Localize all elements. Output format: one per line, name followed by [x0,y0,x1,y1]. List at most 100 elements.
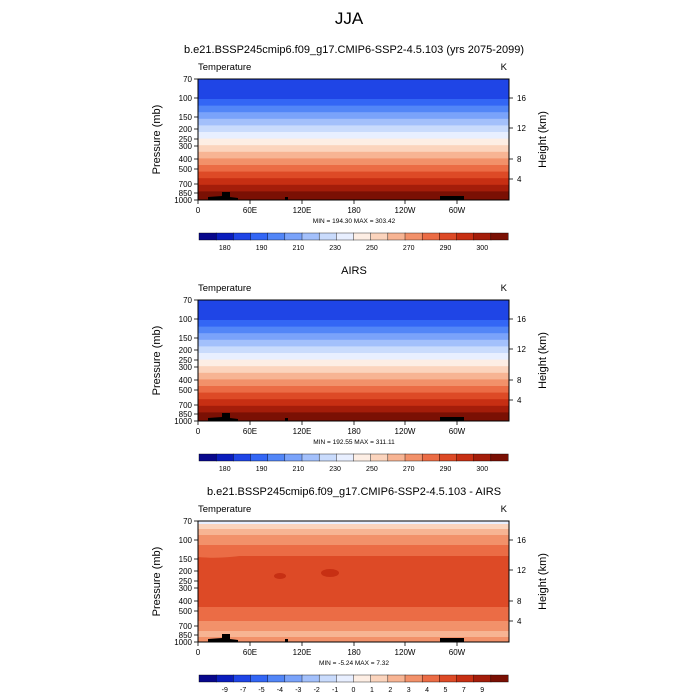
contour-band [198,637,509,643]
contour-band [198,151,509,159]
contour-band [198,353,509,361]
y-right-tick-label: 4 [517,175,522,184]
units-label: K [501,62,508,73]
colorbar-label: 0 [352,687,356,694]
y-right-tick-label: 4 [517,617,522,626]
colorbar-box [473,674,492,683]
colorbar-label: 290 [440,466,452,473]
y-axis-label: Pressure (mb) [151,547,163,617]
y-tick-label: 70 [183,517,192,526]
colorbar-box [370,453,389,462]
x-tick-label: 120W [395,427,416,436]
colorbar-box [198,453,217,462]
contour-band [198,339,509,347]
terrain-mask [208,413,238,421]
colorbar: 180 190 210 230 250 270 290 300 [198,232,509,252]
colorbar-box [387,674,406,683]
contour-band [198,556,509,608]
contour-band [198,524,509,530]
y-tick-label: 70 [183,296,192,305]
colorbar-label: 250 [366,245,378,252]
colorbar-label: 1 [370,687,374,694]
plot-border [197,520,510,643]
y-tick-label: 400 [179,155,193,164]
colorbar-box [456,453,475,462]
colorbar-box [490,453,509,462]
plot-area [197,520,510,643]
x-tick-label: 0 [196,648,201,657]
x-tick-label: 60W [449,648,466,657]
colorbar-box [404,453,423,462]
colorbar-box [421,674,440,683]
terrain-mask [208,634,238,642]
colorbar-label: 5 [444,687,448,694]
minmax-label: MIN = 194.30 MAX = 303.42 [313,218,396,225]
contour-band [198,379,509,387]
contour-band [198,125,509,133]
contour-band [198,631,509,638]
y-tick-label: 1000 [174,638,192,647]
colorbar-box [490,674,509,683]
y-axis-label: Pressure (mb) [151,105,163,175]
colorbar-label: -4 [277,687,283,694]
contour-band [198,112,509,120]
variable-label: Temperature [198,62,251,73]
colorbar-box [215,674,234,683]
y-tick-label: 200 [179,567,193,576]
contour-band [198,366,509,374]
contour-band [198,118,509,126]
colorbar-box [387,232,406,241]
colorbar-box [250,453,269,462]
y-axis-label: Pressure (mb) [151,326,163,396]
y-right-tick-label: 12 [517,566,526,575]
colorbar-box [301,453,320,462]
colorbar-label: -9 [222,687,228,694]
colorbar-box [250,674,269,683]
contour-band [198,105,509,113]
x-tick-label: 60E [243,648,257,657]
colorbar-label: 190 [256,245,268,252]
y-right-tick-label: 8 [517,597,522,606]
colorbar-box [404,232,423,241]
colorbar-box [267,232,286,241]
contour-band [198,392,509,400]
colorbar-label: 210 [292,466,304,473]
terrain-mask [440,638,464,642]
x-tick-label: 60W [449,206,466,215]
contour-band [198,79,509,100]
contour-band [198,300,509,321]
x-tick-label: 120E [293,427,312,436]
colorbar-box [421,232,440,241]
colorbar-label: -7 [240,687,246,694]
x-tick-label: 120E [293,206,312,215]
y-tick-label: 300 [179,142,193,151]
contour-band [198,191,509,201]
plot-border [197,299,510,422]
colorbar-label: 230 [329,466,341,473]
colorbar-label: 300 [476,466,488,473]
y-tick-label: 850 [179,189,193,198]
panel-title: AIRS [341,265,367,277]
y-tick-label: 200 [179,125,193,134]
y-tick-label: 700 [179,401,193,410]
colorbar-label: -2 [314,687,320,694]
figure-title: JJA [335,9,364,28]
colorbar-box [404,674,423,683]
colorbar-box [284,232,303,241]
colorbar-label: 9 [480,687,484,694]
contour-band [198,607,509,622]
colorbar-box [439,453,458,462]
y-right-tick-label: 12 [517,345,526,354]
contour-band [198,320,509,328]
y-tick-label: 300 [179,363,193,372]
colorbar-box [233,232,251,241]
contour-band [198,178,509,186]
x-tick-label: 0 [196,206,201,215]
contour-band [198,99,509,107]
y-tick-label: 400 [179,597,193,606]
terrain-mask [440,196,464,200]
colorbar-box [284,453,303,462]
y-right-tick-label: 8 [517,376,522,385]
y-right-axis-label: Height (km) [537,332,549,389]
colorbar-label: 300 [476,245,488,252]
